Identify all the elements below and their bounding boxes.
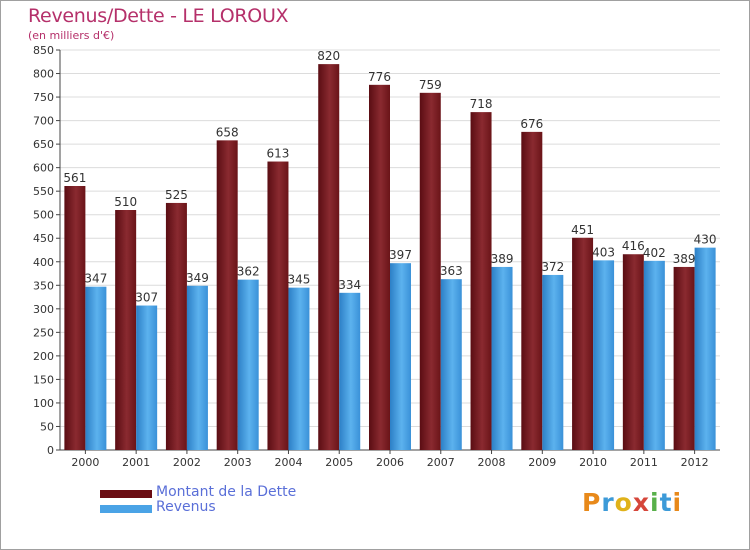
data-label-debt: 613 [267, 147, 290, 161]
data-label-debt: 820 [317, 49, 340, 63]
y-tick-label: 100 [33, 397, 54, 410]
bar-revenue [491, 266, 513, 450]
bar-revenue [643, 260, 665, 450]
bar-revenue [136, 305, 158, 450]
bar-debt [622, 254, 644, 450]
data-label-debt: 389 [673, 252, 696, 266]
bar-debt [673, 266, 695, 450]
data-label-debt: 676 [520, 117, 543, 131]
bar-debt [115, 210, 137, 450]
data-label-debt: 658 [216, 125, 239, 139]
y-tick-label: 350 [33, 279, 54, 292]
data-label-revenue: 430 [694, 233, 717, 247]
data-label-debt: 510 [114, 195, 137, 209]
data-label-revenue: 402 [643, 246, 666, 260]
x-tick-label: 2008 [478, 456, 506, 469]
legend-label-revenue: Revenus [156, 499, 216, 515]
y-tick-label: 650 [33, 138, 54, 151]
bar-revenue [593, 260, 615, 450]
legend-label-debt: Montant de la Dette [156, 484, 297, 500]
legend-swatch-revenue [100, 505, 152, 513]
data-label-revenue: 345 [288, 273, 311, 287]
y-tick-label: 600 [33, 162, 54, 175]
x-tick-label: 2012 [681, 456, 709, 469]
bar-revenue [542, 274, 564, 450]
bar-revenue [186, 285, 208, 450]
x-tick-label: 2007 [427, 456, 455, 469]
y-tick-label: 400 [33, 256, 54, 269]
data-label-revenue: 397 [389, 248, 412, 262]
data-label-debt: 759 [419, 78, 442, 92]
y-tick-label: 300 [33, 303, 54, 316]
data-label-revenue: 363 [440, 264, 463, 278]
y-tick-label: 150 [33, 373, 54, 386]
bar-debt [419, 92, 441, 450]
data-label-revenue: 307 [135, 291, 158, 305]
bar-debt [64, 186, 86, 450]
x-tick-label: 2005 [325, 456, 353, 469]
x-tick-label: 2009 [528, 456, 556, 469]
y-tick-label: 250 [33, 326, 54, 339]
data-labels: 561 347 510 307 525 349 658 362 613 345 820 334 776 3… [63, 49, 716, 304]
x-tick-label: 2001 [122, 456, 150, 469]
data-label-debt: 451 [571, 223, 594, 237]
bar-debt [165, 202, 187, 450]
bar-revenue [85, 286, 107, 450]
y-tick-label: 50 [40, 420, 54, 433]
x-tick-label: 2011 [630, 456, 658, 469]
data-label-revenue: 389 [491, 252, 514, 266]
bar-debt [521, 131, 543, 450]
bar-revenue [694, 247, 716, 450]
bar-revenue [390, 263, 411, 450]
data-label-revenue: 403 [592, 245, 615, 259]
proxiti-logo: Proxiti [582, 488, 683, 517]
legend-swatch-debt [100, 490, 152, 498]
y-tick-label: 700 [33, 115, 54, 128]
data-label-debt: 561 [63, 171, 86, 185]
data-label-debt: 776 [368, 70, 391, 84]
chart-title: Revenus/Dette - LE LOROUX [28, 5, 289, 27]
y-tick-label: 550 [33, 185, 54, 198]
data-label-revenue: 349 [186, 271, 209, 285]
bar-debt [572, 237, 594, 450]
y-tick-label: 0 [47, 444, 54, 457]
data-label-debt: 416 [622, 239, 645, 253]
data-label-revenue: 334 [338, 278, 361, 292]
bars [64, 64, 716, 450]
data-label-revenue: 372 [541, 260, 564, 274]
x-tick-label: 2010 [579, 456, 607, 469]
chart-subtitle: (en milliers d'€) [28, 29, 115, 42]
data-label-debt: 718 [470, 97, 493, 111]
y-tick-label: 800 [33, 68, 54, 81]
bar-revenue [288, 287, 310, 450]
x-tick-label: 2004 [274, 456, 302, 469]
y-tick-label: 200 [33, 350, 54, 363]
bar-debt [470, 112, 492, 450]
bar-debt [318, 64, 340, 450]
y-tick-label: 850 [33, 44, 54, 57]
bar-debt [216, 140, 238, 450]
y-tick-label: 750 [33, 91, 54, 104]
data-label-revenue: 347 [84, 272, 107, 286]
x-tick-label: 2006 [376, 456, 404, 469]
x-tick-label: 2002 [173, 456, 201, 469]
data-label-debt: 525 [165, 188, 188, 202]
y-tick-label: 500 [33, 209, 54, 222]
bar-revenue [339, 292, 361, 450]
y-tick-label: 450 [33, 232, 54, 245]
bar-revenue [440, 279, 462, 450]
bar-debt [369, 84, 390, 450]
bar-revenue [237, 279, 259, 450]
x-tick-label: 2000 [71, 456, 99, 469]
x-tick-label: 2003 [224, 456, 252, 469]
data-label-revenue: 362 [237, 265, 260, 279]
bar-debt [267, 161, 289, 450]
